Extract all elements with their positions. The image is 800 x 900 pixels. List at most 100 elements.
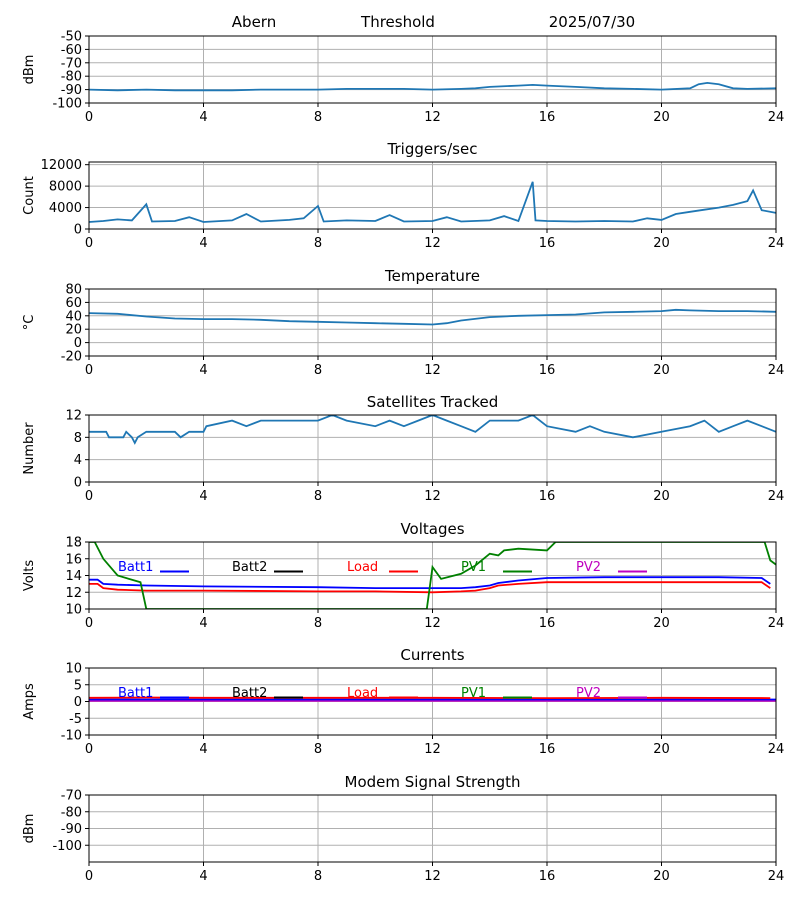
x-tick-label: 4: [199, 489, 207, 504]
y-tick-label: -90: [61, 822, 82, 837]
y-tick-label: -100: [52, 839, 82, 854]
header-mode: Threshold: [360, 13, 435, 31]
x-tick-label: 8: [314, 110, 322, 125]
legend-label: PV2: [576, 560, 601, 575]
x-tick-label: 24: [768, 489, 785, 504]
series-line-load: [89, 696, 771, 699]
x-tick-label: 4: [199, 869, 207, 884]
chart-title: Voltages: [400, 520, 464, 538]
y-tick-label: 0: [74, 476, 82, 491]
x-tick-label: 8: [314, 869, 322, 884]
y-tick-label: 5: [74, 678, 82, 693]
x-tick-label: 12: [424, 742, 441, 757]
x-tick-label: 20: [653, 110, 670, 125]
x-tick-label: 20: [653, 236, 670, 251]
chart-panel-4: 0 4 8 12 16 20 24 0 4 8 12 Satellites Tracked Number: [22, 393, 784, 504]
x-tick-label: 0: [85, 363, 93, 378]
chart-title: Temperature: [384, 267, 480, 285]
y-tick-label: -10: [61, 729, 82, 744]
y-tick-label: 12: [65, 586, 82, 601]
legend-label: Batt1: [118, 560, 153, 575]
legend-label: Load: [347, 560, 378, 575]
x-tick-label: 20: [653, 489, 670, 504]
y-tick-label: -5: [69, 712, 82, 727]
series-line-load: [89, 581, 771, 594]
x-tick-label: 24: [768, 236, 785, 251]
x-tick-label: 4: [199, 742, 207, 757]
x-tick-label: 12: [424, 489, 441, 504]
legend-label: Batt2: [232, 686, 267, 701]
chart-title: Triggers/sec: [387, 140, 478, 158]
series-line: [89, 81, 776, 92]
x-tick-label: 20: [653, 616, 670, 631]
x-tick-label: 12: [424, 363, 441, 378]
x-tick-label: 4: [199, 110, 207, 125]
x-tick-label: 16: [539, 489, 556, 504]
series-line-pv1: [89, 542, 776, 609]
legend-label: PV2: [576, 686, 601, 701]
y-tick-label: 0: [74, 695, 82, 710]
y-tick-label: -60: [61, 43, 82, 58]
y-tick-label: 8000: [49, 180, 82, 195]
x-tick-label: 8: [314, 742, 322, 757]
x-tick-label: 24: [768, 742, 785, 757]
plot-frame: [88, 35, 777, 104]
y-tick-label: 8: [74, 431, 82, 446]
legend-label: PV1: [461, 560, 486, 575]
x-tick-label: 20: [653, 363, 670, 378]
x-tick-label: 8: [314, 616, 322, 631]
series-line-batt1: [89, 576, 771, 589]
chart-panel-1: 0 4 8 12 16 20 24 -50-60-70-80-90-100 dBm: [22, 30, 784, 126]
y-tick-label: 12: [65, 409, 82, 424]
legend-label: Load: [347, 686, 378, 701]
x-tick-label: 16: [539, 616, 556, 631]
legend-label: Batt1: [118, 686, 153, 701]
header-date: 2025/07/30: [549, 13, 635, 31]
x-tick-label: 0: [85, 110, 93, 125]
y-axis-label: °C: [22, 315, 37, 331]
plot-frame: [88, 161, 777, 230]
y-tick-label: 80: [65, 283, 82, 298]
y-tick-label: -70: [61, 56, 82, 71]
y-axis-label: Number: [22, 422, 37, 475]
x-tick-label: 4: [199, 616, 207, 631]
x-tick-label: 0: [85, 742, 93, 757]
chart-title: Modem Signal Strength: [345, 773, 521, 791]
y-tick-label: 0: [74, 336, 82, 351]
x-tick-label: 16: [539, 869, 556, 884]
x-tick-label: 24: [768, 363, 785, 378]
y-tick-label: -70: [61, 789, 82, 804]
x-tick-label: 20: [653, 869, 670, 884]
x-tick-label: 16: [539, 110, 556, 125]
y-axis-label: dBm: [22, 55, 37, 85]
y-axis-label: Count: [22, 176, 37, 215]
plot-frame: [88, 414, 777, 483]
y-tick-label: 10: [65, 603, 82, 618]
y-axis-label: Volts: [22, 560, 37, 592]
x-tick-label: 12: [424, 869, 441, 884]
y-tick-label: -100: [52, 97, 82, 112]
y-tick-label: -80: [61, 805, 82, 820]
x-tick-label: 0: [85, 616, 93, 631]
y-tick-label: 16: [65, 552, 82, 567]
x-tick-label: 12: [424, 616, 441, 631]
y-axis-label: Amps: [22, 683, 37, 720]
series-line: [89, 415, 776, 445]
header-station: Abern: [232, 13, 276, 31]
legend-label: PV1: [461, 686, 486, 701]
x-tick-label: 4: [199, 363, 207, 378]
y-tick-label: 60: [65, 296, 82, 311]
legend-label: Batt2: [232, 560, 267, 575]
x-tick-label: 16: [539, 742, 556, 757]
plot-frame: [88, 794, 777, 863]
x-tick-label: 8: [314, 236, 322, 251]
y-tick-label: -20: [61, 350, 82, 365]
x-tick-label: 0: [85, 489, 93, 504]
y-tick-label: 10: [65, 662, 82, 677]
chart-title: Currents: [400, 646, 464, 664]
x-tick-label: 24: [768, 869, 785, 884]
y-tick-label: -80: [61, 70, 82, 85]
